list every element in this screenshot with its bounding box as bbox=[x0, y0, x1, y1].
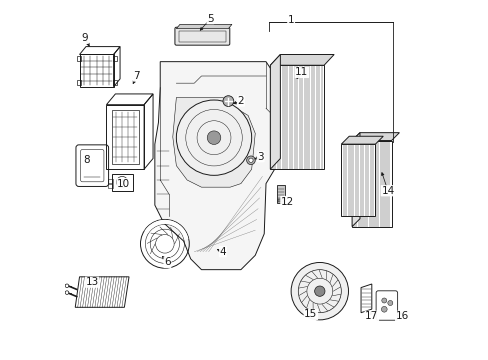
Bar bbox=[112, 80, 117, 85]
Ellipse shape bbox=[213, 243, 220, 246]
Polygon shape bbox=[270, 54, 280, 169]
Polygon shape bbox=[155, 62, 276, 270]
Circle shape bbox=[287, 115, 293, 121]
Text: 2: 2 bbox=[237, 96, 244, 106]
Text: 12: 12 bbox=[280, 197, 294, 207]
Circle shape bbox=[65, 284, 69, 288]
Text: 15: 15 bbox=[304, 310, 317, 319]
Circle shape bbox=[314, 286, 325, 296]
Text: 6: 6 bbox=[164, 257, 170, 267]
Polygon shape bbox=[270, 65, 324, 169]
Text: 11: 11 bbox=[295, 67, 308, 77]
Polygon shape bbox=[172, 98, 255, 187]
Bar bbox=[107, 184, 112, 188]
Text: 5: 5 bbox=[207, 14, 213, 24]
FancyBboxPatch shape bbox=[175, 27, 229, 45]
Bar bbox=[112, 174, 132, 191]
Bar bbox=[112, 110, 139, 164]
Bar bbox=[77, 80, 81, 85]
Text: 16: 16 bbox=[395, 311, 408, 321]
Text: 17: 17 bbox=[365, 311, 378, 321]
Text: 7: 7 bbox=[133, 71, 140, 81]
Polygon shape bbox=[360, 284, 371, 313]
Circle shape bbox=[381, 298, 386, 303]
Polygon shape bbox=[351, 140, 391, 226]
Ellipse shape bbox=[212, 247, 220, 249]
Bar bbox=[107, 179, 112, 183]
Polygon shape bbox=[341, 144, 375, 216]
Ellipse shape bbox=[211, 254, 221, 257]
Circle shape bbox=[65, 291, 69, 294]
Polygon shape bbox=[75, 277, 129, 307]
Ellipse shape bbox=[211, 257, 221, 261]
Text: 3: 3 bbox=[257, 152, 264, 162]
Polygon shape bbox=[351, 133, 399, 140]
Polygon shape bbox=[351, 133, 359, 226]
Text: 10: 10 bbox=[117, 179, 130, 189]
Bar bbox=[77, 55, 81, 61]
Text: 4: 4 bbox=[219, 247, 226, 257]
Circle shape bbox=[207, 131, 221, 144]
Circle shape bbox=[387, 301, 392, 306]
Bar bbox=[112, 55, 117, 61]
Bar bbox=[276, 185, 284, 203]
Polygon shape bbox=[341, 136, 383, 144]
Ellipse shape bbox=[212, 243, 220, 246]
Polygon shape bbox=[270, 54, 333, 65]
Text: 8: 8 bbox=[83, 155, 90, 165]
Text: 14: 14 bbox=[381, 186, 394, 196]
Circle shape bbox=[223, 96, 233, 107]
Text: 1: 1 bbox=[287, 15, 294, 26]
Circle shape bbox=[176, 100, 251, 175]
Bar bbox=[277, 199, 283, 202]
Circle shape bbox=[290, 262, 348, 320]
Bar bbox=[178, 31, 226, 41]
Ellipse shape bbox=[212, 250, 221, 253]
FancyBboxPatch shape bbox=[375, 291, 397, 320]
Text: 13: 13 bbox=[85, 277, 99, 287]
Text: 9: 9 bbox=[81, 33, 88, 43]
Circle shape bbox=[246, 156, 255, 165]
Circle shape bbox=[381, 306, 386, 312]
Polygon shape bbox=[176, 24, 231, 29]
Circle shape bbox=[248, 158, 253, 162]
